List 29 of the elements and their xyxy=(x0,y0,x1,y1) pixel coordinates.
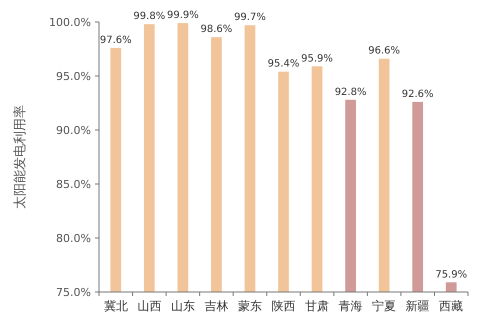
data-label: 97.6% xyxy=(100,34,132,46)
data-label: 75.9% xyxy=(435,269,468,280)
x-tick-label: 甘肃 xyxy=(305,299,330,313)
y-tick-label: 80.0% xyxy=(56,232,91,245)
y-axis-title: 太阳能发电利用率 xyxy=(12,105,28,209)
y-tick-label: 75.0% xyxy=(56,286,91,299)
data-label: 92.8% xyxy=(334,86,366,98)
y-tick-label: 100.0% xyxy=(49,16,91,29)
data-label: 98.6% xyxy=(200,24,232,36)
data-label: 99.7% xyxy=(234,12,266,24)
x-tick-label: 新疆 xyxy=(406,299,430,313)
x-tick-label: 宁夏 xyxy=(372,299,396,313)
data-label: 95.9% xyxy=(301,53,333,64)
data-label: 92.6% xyxy=(402,88,434,100)
data-label: 95.4% xyxy=(268,58,300,70)
y-tick-label: 85.0% xyxy=(56,178,91,191)
x-tick-label: 冀北 xyxy=(104,299,128,313)
x-tick-label: 西藏 xyxy=(439,299,464,313)
y-tick-label: 95.0% xyxy=(56,70,91,83)
data-label: 96.6% xyxy=(368,46,400,57)
x-tick-label: 山东 xyxy=(170,299,195,313)
y-tick-label: 90.0% xyxy=(56,124,91,137)
data-label: 99.9% xyxy=(166,10,199,22)
data-label: 99.8% xyxy=(133,11,166,22)
x-tick-label: 青海 xyxy=(338,299,363,313)
x-tick-label: 蒙东 xyxy=(238,299,262,313)
x-tick-label: 吉林 xyxy=(204,299,228,313)
x-tick-label: 陕西 xyxy=(272,299,296,313)
x-tick-label: 山西 xyxy=(137,299,162,313)
